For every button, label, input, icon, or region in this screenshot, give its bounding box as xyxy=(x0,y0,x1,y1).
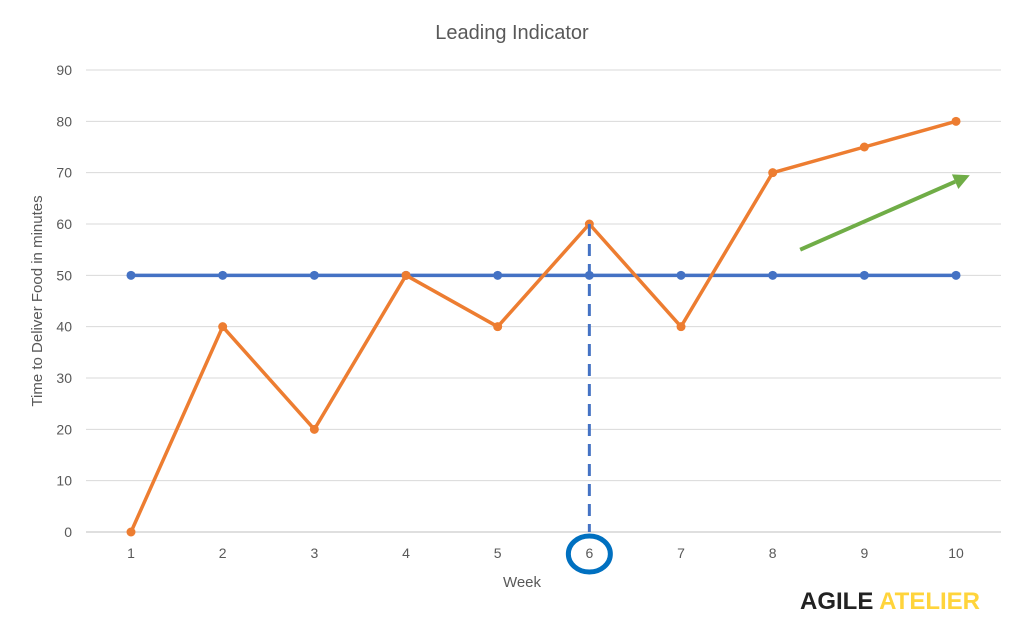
agile-atelier-logo: AGILE ATELIER xyxy=(800,588,980,616)
y-tick-label: 50 xyxy=(56,267,72,283)
y-tick-label: 90 xyxy=(56,62,72,78)
data-point-actual xyxy=(218,322,228,332)
x-tick-label: 10 xyxy=(948,545,964,561)
x-tick-label: 8 xyxy=(769,545,777,561)
data-point-target xyxy=(676,270,686,280)
data-point-target xyxy=(768,270,778,280)
trend-arrow-shaft xyxy=(799,179,956,252)
y-tick-label: 70 xyxy=(56,165,72,181)
data-point-actual xyxy=(126,527,136,537)
x-tick-label: 4 xyxy=(402,545,410,561)
trend-arrow-head xyxy=(951,174,970,189)
x-axis-label: Week xyxy=(503,574,542,591)
y-tick-label: 30 xyxy=(56,370,72,386)
data-point-actual xyxy=(493,322,503,332)
data-point-target xyxy=(951,270,961,280)
y-tick-label: 10 xyxy=(56,473,72,489)
x-tick-label: 5 xyxy=(494,545,502,561)
data-point-actual xyxy=(676,322,686,332)
chart-title: Leading Indicator xyxy=(435,22,589,44)
highlight-circle xyxy=(565,533,613,575)
y-tick-label: 40 xyxy=(56,319,72,335)
x-tick-label: 3 xyxy=(310,545,318,561)
data-point-target xyxy=(218,270,228,280)
y-tick-label: 80 xyxy=(56,113,72,129)
data-point-actual xyxy=(401,270,411,280)
y-tick-label: 20 xyxy=(56,421,72,437)
x-tick-label: 9 xyxy=(860,545,868,561)
y-tick-label: 60 xyxy=(56,216,72,232)
x-tick-label: 6 xyxy=(585,545,593,561)
logo-part2: ATELIER xyxy=(879,588,981,615)
data-point-actual xyxy=(859,142,869,152)
data-point-target xyxy=(126,270,136,280)
y-tick-label: 0 xyxy=(64,524,72,540)
x-tick-label: 7 xyxy=(677,545,685,561)
logo-part1: AGILE xyxy=(800,588,874,615)
data-point-target xyxy=(309,270,319,280)
data-point-actual xyxy=(951,116,961,126)
x-tick-label: 2 xyxy=(219,545,227,561)
data-point-target xyxy=(859,270,869,280)
series-line-actual xyxy=(129,119,957,533)
data-point-actual xyxy=(768,168,778,178)
data-point-actual xyxy=(309,424,319,434)
data-point-target xyxy=(493,270,503,280)
y-axis-label: Time to Deliver Food in minutes xyxy=(29,195,46,406)
x-tick-label: 1 xyxy=(127,545,135,561)
